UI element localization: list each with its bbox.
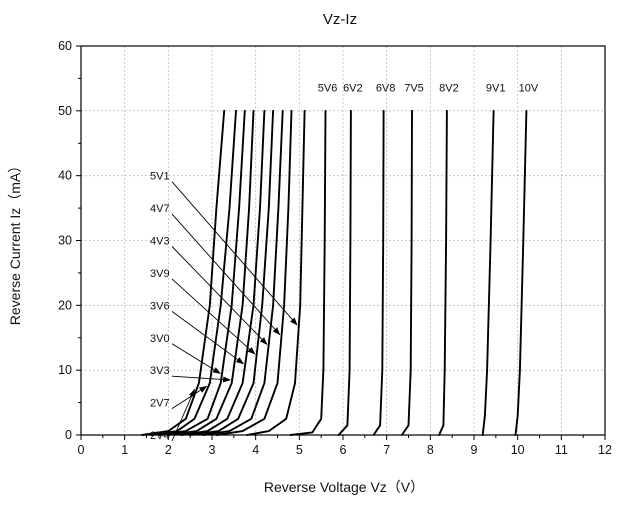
curve-label-8v2: 8V2 <box>439 82 459 94</box>
y-tick-label: 60 <box>58 39 72 53</box>
x-tick-label: 2 <box>165 443 172 457</box>
curve-5v6 <box>289 109 327 436</box>
curve-2v7 <box>149 109 237 436</box>
y-tick-label: 30 <box>58 234 72 248</box>
curve-6v8 <box>372 109 385 436</box>
curve-7v5 <box>400 109 413 436</box>
curve-6v2 <box>337 109 352 436</box>
label-arrow-5v1 <box>171 181 298 326</box>
x-tick-label: 9 <box>471 443 478 457</box>
curve-label-7v5: 7V5 <box>404 82 424 94</box>
curve-3v9 <box>189 109 275 436</box>
curve-label-2v4: 2V4 <box>150 430 170 442</box>
curve-2v4 <box>141 109 226 436</box>
label-arrow-2v4 <box>171 388 195 442</box>
y-tick-label: 0 <box>65 428 72 442</box>
curve-label-10v: 10V <box>519 82 539 94</box>
curve-10v <box>514 109 528 436</box>
curve-label-6v8: 6V8 <box>376 82 396 94</box>
x-tick-label: 5 <box>296 443 303 457</box>
x-tick-label: 1 <box>121 443 128 457</box>
y-tick-label: 50 <box>58 104 72 118</box>
x-tick-label: 0 <box>78 443 85 457</box>
curve-label-3v9: 3V9 <box>150 268 170 280</box>
label-arrow-3v3 <box>171 375 232 383</box>
curve-label-4v3: 4V3 <box>150 236 170 248</box>
x-tick-label: 6 <box>340 443 347 457</box>
y-tick-label: 40 <box>58 169 72 183</box>
curve-label-5v1: 5V1 <box>150 171 170 183</box>
label-arrow-4v7 <box>171 213 281 336</box>
label-arrow-2v7 <box>171 385 208 409</box>
curve-5v1 <box>245 109 306 436</box>
x-axis-title: Reverse Voltage Vz（V） <box>264 479 424 495</box>
curve-label-5v6: 5V6 <box>318 82 338 94</box>
y-tick-label: 20 <box>58 298 72 312</box>
curve-label-6v2: 6V2 <box>343 82 363 94</box>
x-tick-label: 3 <box>209 443 216 457</box>
curve-label-3v3: 3V3 <box>150 365 170 377</box>
curve-9v1 <box>481 109 495 436</box>
curve-4v7 <box>215 109 293 436</box>
curve-label-3v6: 3V6 <box>150 300 170 312</box>
curve-label-3v0: 3V0 <box>150 333 170 345</box>
curve-3v0 <box>158 109 246 436</box>
chart-title: Vz-Iz <box>323 11 357 28</box>
x-tick-label: 7 <box>383 443 390 457</box>
label-arrow-3v0 <box>171 343 221 374</box>
x-tick-label: 11 <box>555 443 568 457</box>
x-tick-label: 4 <box>252 443 259 457</box>
x-tick-label: 10 <box>511 443 525 457</box>
curve-8v2 <box>438 109 448 436</box>
label-arrow-4v3 <box>171 246 268 345</box>
curve-3v6 <box>180 109 266 436</box>
plot-area: 0 1 2 3 4 5 6 7 8 9 10 11 1201020304050605V14V74V33V… <box>58 39 612 457</box>
x-tick-label: 12 <box>598 443 612 457</box>
y-axis-title: Reverse Current Iz（mA） <box>7 159 23 325</box>
curve-3v3 <box>167 109 255 436</box>
label-arrow-3v6 <box>171 310 245 365</box>
curve-label-4v7: 4V7 <box>150 203 170 215</box>
curve-label-9v1: 9V1 <box>486 82 506 94</box>
curve-4v3 <box>202 109 284 436</box>
y-tick-label: 10 <box>58 363 72 377</box>
x-tick-label: 8 <box>427 443 434 457</box>
label-arrow-3v9 <box>171 278 256 355</box>
curve-label-2v7: 2V7 <box>150 398 170 410</box>
